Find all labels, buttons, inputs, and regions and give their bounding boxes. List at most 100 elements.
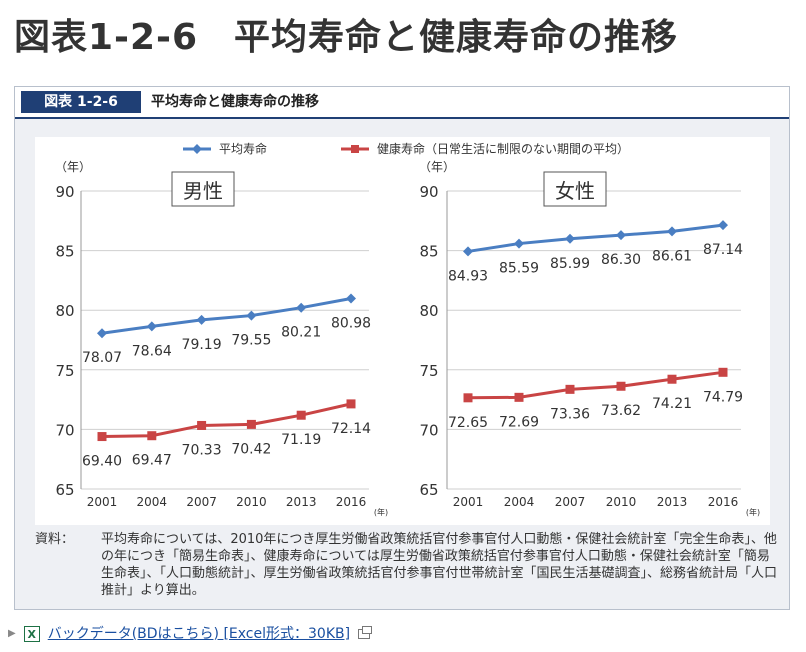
healthy-life-point [514,392,524,402]
figure-number-badge: 図表 1-2-6 [21,91,141,113]
data-label: 78.64 [132,343,172,359]
data-label: 79.55 [231,333,271,349]
y-tick-label: 85 [419,243,438,261]
data-label: 72.69 [499,414,539,430]
data-label: 70.33 [182,442,222,458]
x-tick-label: 2016 [336,495,367,509]
figure-header: 図表 1-2-6 平均寿命と健康寿命の推移 [15,87,789,119]
data-label: 69.40 [82,454,122,470]
triangle-right-icon: ▶ [8,628,16,639]
panel-title-box [171,171,235,207]
page-title-text: 平均寿命と健康寿命の推移 [234,17,679,58]
y-tick-label: 90 [419,183,438,201]
x-tick-label: 2013 [657,495,688,509]
y-tick-label: 85 [55,243,74,261]
x-tick-label: 2010 [606,495,637,509]
healthy-life-point [616,381,626,391]
life-expectancy-line [467,223,724,253]
data-label: 80.98 [331,316,371,332]
healthy-life-point [463,393,473,403]
life-expectancy-point [565,233,575,244]
life-expectancy-point [296,302,307,313]
x-tick-label: 2016 [708,495,739,509]
x-axis-unit: (年) [746,507,760,517]
y-tick-label: 75 [55,362,74,380]
figure-title: 平均寿命と健康寿命の推移 [151,94,319,110]
life-expectancy-point [246,310,257,321]
excel-icon: X [23,626,40,642]
legend-marker [351,145,359,153]
healthy-life-point [718,367,728,377]
healthy-life-point [147,431,157,441]
healthy-life-point [197,420,207,430]
chart: 平均寿命 健康寿命（日常生活に制限のない期間の平均） 65 70 75 80 85 90 （年）… [55,141,760,517]
life-expectancy-point [514,238,524,249]
data-label: 73.62 [601,403,641,419]
y-tick-label: 90 [55,183,74,201]
life-expectancy-point [97,328,107,339]
source-note: 資料： 平均寿命については、2010年につき厚生労働省政策統括官付参事官付人口動… [35,531,777,599]
life-expectancy-point [146,321,157,332]
legend-label: 健康寿命（日常生活に制限のない期間の平均） [377,141,629,156]
legend-marker [192,144,202,154]
x-axis-unit: (年) [374,507,388,517]
life-expectancy-line [101,297,352,335]
x-tick-label: 2001 [453,495,484,509]
y-tick-label: 70 [419,421,438,439]
data-label: 70.42 [231,441,271,457]
data-label: 74.21 [652,396,692,412]
data-label: 78.07 [82,350,122,366]
x-tick-label: 2007 [186,495,217,509]
y-tick-label: 75 [419,362,438,380]
back-data-link-row: ▶ X バックデータ(BDはこちら) [Excel形式：30KB] [8,624,373,644]
data-label: 72.65 [448,415,488,431]
healthy-life-point [97,432,107,442]
healthy-life-point [565,384,575,394]
data-label: 86.30 [601,252,641,268]
figure-box: 図表 1-2-6 平均寿命と健康寿命の推移 平均寿命 健康寿命（日常生活に制限のな… [14,86,790,610]
x-tick-label: 2001 [87,495,118,509]
life-expectancy-point [463,246,473,257]
source-text: 平均寿命については、2010年につき厚生労働省政策統括官付参事官付人口動態・保健… [101,532,778,598]
x-tick-label: 2013 [286,495,317,509]
healthy-life-point [246,419,256,429]
panel-title-box [543,171,607,207]
legend-label: 平均寿命 [219,141,267,156]
healthy-life-point [346,399,356,409]
y-axis-label: （年） [419,160,455,174]
x-tick-label: 2007 [555,495,586,509]
y-tick-label: 65 [419,481,438,499]
life-expectancy-point [196,314,207,325]
data-label: 73.36 [550,406,590,422]
data-label: 74.79 [703,389,743,405]
life-expectancy-point [616,230,626,241]
healthy-life-line [467,370,724,400]
data-label: 71.19 [281,432,321,448]
y-tick-label: 65 [55,481,74,499]
panel-title: 男性 [183,179,223,203]
life-expectancy-point [346,293,356,304]
back-data-link[interactable]: バックデータ(BDはこちら) [Excel形式：30KB] [47,626,351,642]
life-expectancy-point [667,226,677,237]
healthy-life-line [101,402,352,439]
data-label: 85.59 [499,261,539,277]
y-tick-label: 70 [55,421,74,439]
data-label: 79.19 [182,337,222,353]
page-title-number: 図表1-2-6 [14,17,199,58]
y-axis-label: （年） [55,160,91,174]
panel-title: 女性 [555,179,595,203]
x-tick-label: 2004 [504,495,535,509]
data-label: 84.93 [448,268,488,284]
external-window-icon [358,626,373,639]
data-label: 69.47 [132,453,172,469]
x-tick-label: 2010 [236,495,267,509]
life-expectancy-point [718,220,728,231]
x-tick-label: 2004 [137,495,168,509]
data-label: 85.99 [550,256,590,272]
data-label: 86.61 [652,248,692,264]
data-label: 80.21 [281,325,321,341]
page-title: 図表1-2-6 平均寿命と健康寿命の推移 [14,8,678,60]
chart-panel: 平均寿命 健康寿命（日常生活に制限のない期間の平均） 65 70 75 80 85 90 （年）… [35,137,770,525]
data-label: 87.14 [703,242,743,258]
healthy-life-point [296,410,306,420]
